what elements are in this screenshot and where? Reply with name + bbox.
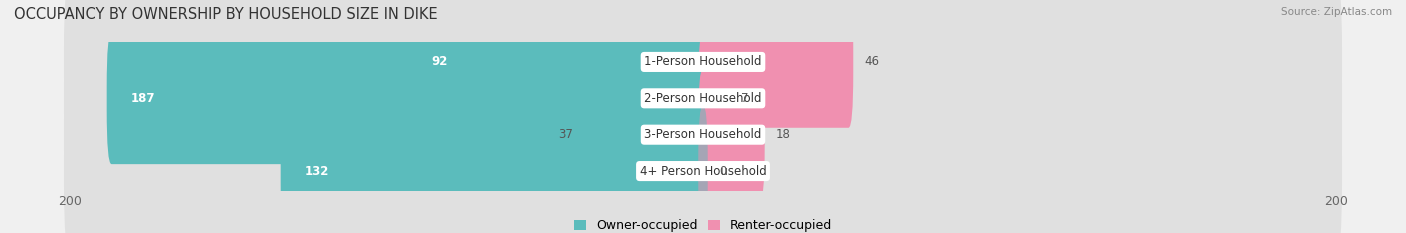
Text: 2-Person Household: 2-Person Household bbox=[644, 92, 762, 105]
FancyBboxPatch shape bbox=[699, 105, 755, 233]
Text: 4+ Person Household: 4+ Person Household bbox=[640, 164, 766, 178]
FancyBboxPatch shape bbox=[581, 69, 707, 201]
FancyBboxPatch shape bbox=[699, 0, 853, 128]
FancyBboxPatch shape bbox=[63, 0, 1343, 146]
FancyBboxPatch shape bbox=[699, 32, 730, 164]
FancyBboxPatch shape bbox=[63, 14, 1343, 182]
Text: 1-Person Household: 1-Person Household bbox=[644, 55, 762, 69]
Text: 37: 37 bbox=[558, 128, 574, 141]
Text: 92: 92 bbox=[430, 55, 447, 69]
FancyBboxPatch shape bbox=[63, 87, 1343, 233]
Legend: Owner-occupied, Renter-occupied: Owner-occupied, Renter-occupied bbox=[568, 214, 838, 233]
FancyBboxPatch shape bbox=[699, 69, 765, 201]
Text: 0: 0 bbox=[718, 164, 725, 178]
FancyBboxPatch shape bbox=[281, 105, 707, 233]
Text: 132: 132 bbox=[304, 164, 329, 178]
Text: OCCUPANCY BY OWNERSHIP BY HOUSEHOLD SIZE IN DIKE: OCCUPANCY BY OWNERSHIP BY HOUSEHOLD SIZE… bbox=[14, 7, 437, 22]
Text: 46: 46 bbox=[865, 55, 879, 69]
Text: 7: 7 bbox=[741, 92, 748, 105]
FancyBboxPatch shape bbox=[63, 51, 1343, 219]
Text: 3-Person Household: 3-Person Household bbox=[644, 128, 762, 141]
Text: Source: ZipAtlas.com: Source: ZipAtlas.com bbox=[1281, 7, 1392, 17]
FancyBboxPatch shape bbox=[408, 0, 707, 128]
FancyBboxPatch shape bbox=[107, 32, 707, 164]
Text: 187: 187 bbox=[131, 92, 155, 105]
Text: 18: 18 bbox=[776, 128, 790, 141]
